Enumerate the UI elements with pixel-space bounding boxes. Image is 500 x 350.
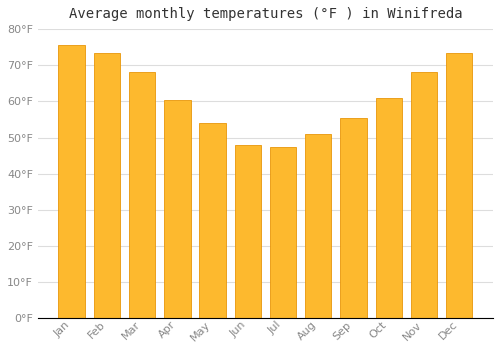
Bar (376, 98, 402, 318)
Bar (446, 52, 472, 318)
Bar (410, 72, 437, 318)
Bar (129, 72, 156, 318)
Bar (200, 123, 226, 318)
Bar (58, 45, 85, 318)
Bar (305, 134, 332, 318)
Bar (164, 99, 190, 318)
Bar (234, 145, 261, 318)
Bar (94, 52, 120, 318)
Title: Average monthly temperatures (°F ) in Winifreda: Average monthly temperatures (°F ) in Wi… (68, 7, 462, 21)
Bar (340, 118, 366, 318)
Bar (270, 147, 296, 318)
